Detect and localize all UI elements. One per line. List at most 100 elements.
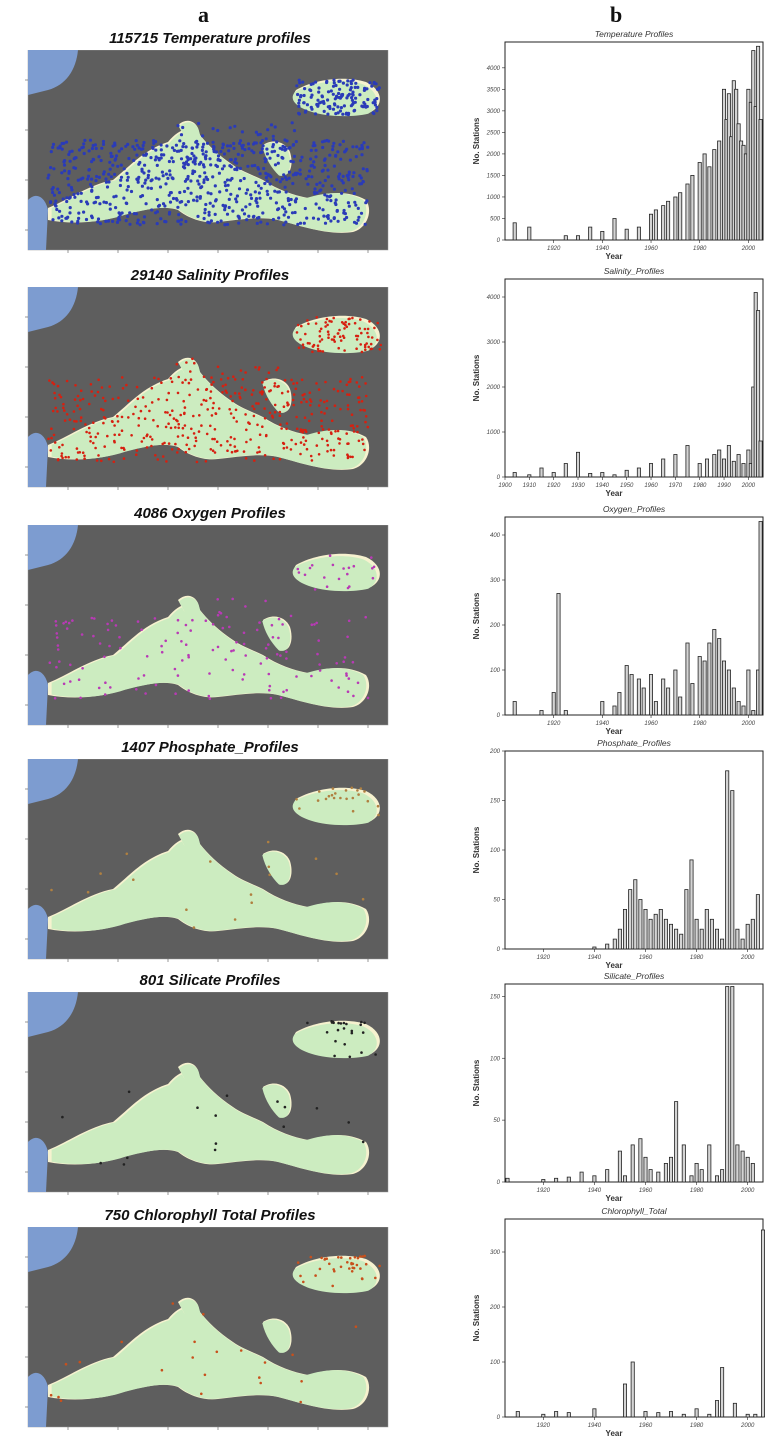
station-dot [347, 677, 351, 680]
atlantic-ocean-south [28, 1372, 48, 1427]
station-dot [69, 663, 72, 667]
station-dot [205, 141, 210, 145]
station-dot [184, 623, 188, 627]
station-dot [96, 217, 101, 221]
station-dot [139, 195, 143, 199]
station-dot [287, 170, 292, 174]
station-dot [264, 599, 267, 603]
station-dot [51, 145, 55, 149]
station-dot [142, 436, 146, 440]
map-title: 4086 Oxygen Profiles [134, 505, 286, 522]
station-dot [204, 202, 208, 207]
station-dot [357, 215, 361, 219]
histogram-bar [612, 938, 617, 950]
station-dot [324, 325, 327, 328]
station-dot [176, 618, 180, 622]
station-dot [228, 164, 232, 168]
station-dot [126, 214, 130, 218]
station-dot [342, 336, 346, 339]
station-dot [366, 799, 370, 803]
station-dot [264, 137, 268, 141]
station-dot [175, 418, 178, 422]
station-dot [171, 146, 175, 150]
station-dot [360, 376, 364, 379]
station-dot [56, 384, 60, 388]
x-tick-label: 1920 [537, 1188, 551, 1194]
station-dot [214, 1142, 218, 1145]
histogram-bar [512, 222, 517, 241]
station-dot [72, 166, 76, 170]
station-dot [322, 158, 327, 162]
station-dot [175, 149, 179, 153]
station-dot [53, 441, 57, 444]
histogram-bar [636, 226, 641, 241]
station-dot [327, 794, 331, 798]
station-dot [179, 148, 183, 152]
station-dot [202, 178, 206, 182]
station-dot [286, 390, 290, 393]
station-dot [157, 177, 161, 181]
station-dot [196, 179, 200, 183]
histogram-bar [515, 1411, 520, 1418]
station-dot [189, 191, 193, 195]
station-dot [75, 447, 79, 450]
station-dot [132, 412, 135, 416]
station-dot [316, 652, 319, 656]
station-dot [75, 420, 78, 423]
station-dot [263, 181, 267, 186]
station-dot [316, 98, 320, 102]
station-dot [150, 178, 154, 182]
station-dot [310, 175, 314, 179]
histogram-bar [612, 705, 617, 716]
station-dot [127, 156, 131, 161]
station-dot [361, 1140, 365, 1144]
histogram-bar [648, 1169, 653, 1183]
station-dot [269, 196, 273, 200]
station-dot [149, 435, 152, 439]
station-dot [326, 98, 330, 102]
map-title: 1407 Phosphate_Profiles [121, 739, 299, 756]
station-dot [77, 211, 81, 215]
station-dot [341, 81, 345, 85]
station-dot [348, 158, 352, 162]
station-dot [304, 177, 308, 181]
station-dot [338, 442, 341, 445]
histogram-bar [612, 218, 617, 241]
station-dot [151, 145, 155, 149]
histogram-bar [726, 669, 731, 716]
histogram-bar [600, 701, 605, 716]
station-dot [135, 688, 138, 691]
station-dot [338, 328, 341, 332]
station-dot [122, 196, 126, 200]
station-dot [191, 1356, 194, 1359]
station-dot [113, 433, 116, 437]
station-dot [212, 147, 216, 151]
station-dot [378, 347, 382, 351]
station-dot [362, 141, 366, 145]
station-dot [245, 428, 248, 432]
station-dot [138, 160, 142, 165]
station-dot [286, 401, 289, 404]
station-dot [98, 222, 102, 226]
station-dot [302, 1280, 305, 1284]
histogram-bar [605, 943, 610, 950]
station-dot [164, 425, 168, 429]
station-dot [326, 112, 330, 116]
station-dot [184, 378, 187, 382]
histogram-bar [753, 1413, 758, 1418]
station-dot [247, 421, 250, 424]
station-dot [232, 146, 236, 150]
station-dot [314, 202, 318, 206]
station-dot [76, 219, 80, 223]
station-dot [298, 807, 301, 810]
station-dot [306, 1021, 309, 1025]
station-dot [179, 413, 182, 417]
station-dot [258, 1376, 261, 1379]
station-dot [50, 427, 53, 430]
station-dot [285, 446, 289, 449]
station-dot [154, 176, 158, 180]
station-dot [354, 81, 358, 85]
station-dot [354, 203, 358, 207]
station-dot [252, 414, 256, 418]
station-dot [330, 419, 334, 422]
